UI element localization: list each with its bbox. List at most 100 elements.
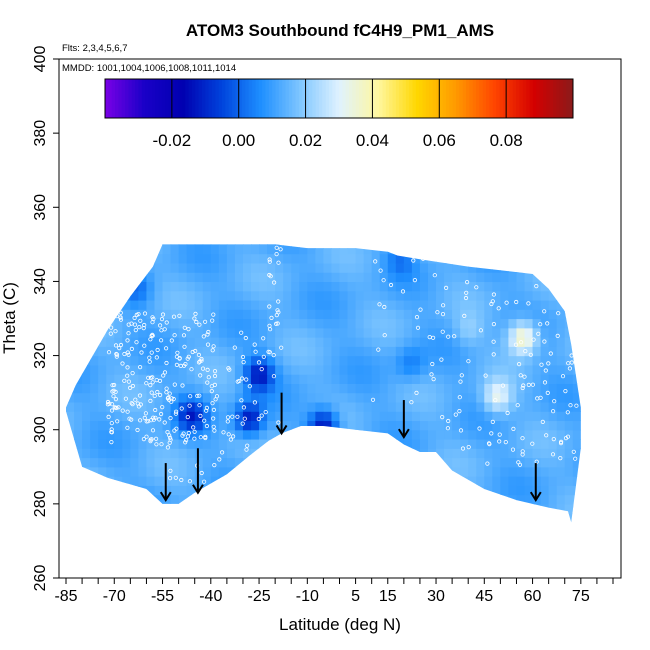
sample-point bbox=[457, 395, 462, 400]
field-cell bbox=[581, 319, 590, 329]
field-cell bbox=[122, 272, 131, 283]
sample-point bbox=[150, 428, 156, 433]
field-cell bbox=[307, 448, 316, 459]
field-cell bbox=[540, 272, 550, 283]
colorbar-segment bbox=[389, 79, 393, 118]
sample-point bbox=[453, 412, 458, 417]
sample-point bbox=[240, 466, 245, 471]
field-cell bbox=[114, 262, 123, 273]
field-cell bbox=[419, 244, 429, 255]
colorbar-tick-label: 0.00 bbox=[222, 131, 255, 150]
colorbar-segment bbox=[175, 79, 180, 118]
field-cell bbox=[444, 411, 453, 422]
field-cell bbox=[162, 448, 172, 459]
field-cell bbox=[476, 438, 485, 449]
field-cell bbox=[90, 448, 99, 459]
field-cell bbox=[460, 383, 469, 394]
field-cell bbox=[267, 383, 276, 394]
sample-point bbox=[204, 408, 209, 413]
field-cell bbox=[267, 513, 276, 523]
sample-point bbox=[179, 477, 184, 483]
field-cell bbox=[564, 272, 574, 283]
sample-point bbox=[443, 285, 449, 290]
sample-point bbox=[204, 405, 209, 410]
field-cell bbox=[403, 318, 413, 329]
field-cell bbox=[299, 364, 308, 375]
field-cell bbox=[122, 253, 131, 264]
field-cell bbox=[605, 337, 614, 347]
field-cell bbox=[66, 290, 75, 301]
field-cell bbox=[411, 327, 421, 338]
field-cell bbox=[90, 374, 99, 384]
field-cell bbox=[605, 467, 614, 477]
field-cell bbox=[218, 346, 228, 357]
sample-point bbox=[138, 318, 143, 323]
field-cell bbox=[411, 383, 421, 394]
field-cell bbox=[589, 319, 598, 329]
field-cell bbox=[194, 346, 204, 357]
field-cell bbox=[138, 383, 148, 394]
field-cell bbox=[516, 392, 526, 403]
field-cell bbox=[347, 438, 357, 449]
field-cell bbox=[90, 299, 99, 310]
sample-point bbox=[164, 360, 169, 366]
field-cell bbox=[355, 253, 365, 264]
field-cell bbox=[251, 448, 260, 459]
field-cell bbox=[605, 532, 614, 542]
sample-point bbox=[247, 482, 252, 487]
field-cell bbox=[540, 318, 550, 329]
x-tick-label: -55 bbox=[151, 588, 174, 605]
field-cell bbox=[589, 272, 598, 282]
field-cell bbox=[524, 513, 534, 523]
field-cell bbox=[66, 346, 75, 357]
field-cell bbox=[82, 392, 91, 403]
field-cell bbox=[130, 244, 139, 245]
sample-point bbox=[164, 346, 169, 351]
sample-point bbox=[147, 359, 152, 364]
field-cell bbox=[170, 309, 180, 320]
field-cell bbox=[122, 244, 131, 255]
field-cell bbox=[452, 299, 461, 310]
field-cell bbox=[468, 309, 477, 320]
colorbar-segment bbox=[178, 79, 183, 118]
field-cell bbox=[363, 318, 373, 329]
field-cell bbox=[162, 244, 172, 245]
sample-point bbox=[150, 315, 155, 320]
sample-point bbox=[267, 304, 272, 309]
field-cell bbox=[98, 429, 107, 440]
sample-point bbox=[149, 350, 154, 355]
field-cell bbox=[355, 466, 365, 477]
sample-point bbox=[111, 394, 116, 399]
field-cell bbox=[581, 467, 590, 477]
field-cell bbox=[122, 364, 131, 375]
field-cell bbox=[267, 457, 276, 468]
field-cell bbox=[492, 392, 501, 403]
field-cell bbox=[323, 401, 333, 412]
field-cell bbox=[242, 494, 252, 505]
field-cell bbox=[259, 401, 268, 412]
field-cell bbox=[516, 411, 526, 422]
field-cell bbox=[556, 522, 566, 523]
field-cell bbox=[218, 364, 228, 375]
sample-point bbox=[500, 383, 505, 388]
sample-point bbox=[211, 424, 216, 429]
field-cell bbox=[243, 226, 252, 236]
field-cell bbox=[564, 244, 574, 255]
colorbar-segment bbox=[235, 79, 240, 118]
field-cell bbox=[508, 253, 518, 264]
field-cell bbox=[347, 244, 357, 245]
field-cell bbox=[403, 364, 413, 375]
sample-point bbox=[126, 331, 131, 336]
field-cell bbox=[323, 262, 333, 273]
field-cell bbox=[476, 281, 485, 292]
field-cell bbox=[307, 346, 316, 357]
field-cell bbox=[74, 309, 83, 320]
field-cell bbox=[267, 244, 276, 245]
field-cell bbox=[170, 401, 180, 412]
field-cell bbox=[387, 244, 397, 255]
field-cell bbox=[234, 337, 244, 347]
colorbar-segment bbox=[141, 79, 146, 118]
sample-point bbox=[125, 425, 130, 430]
field-cell bbox=[460, 522, 469, 523]
field-cell bbox=[323, 374, 333, 384]
